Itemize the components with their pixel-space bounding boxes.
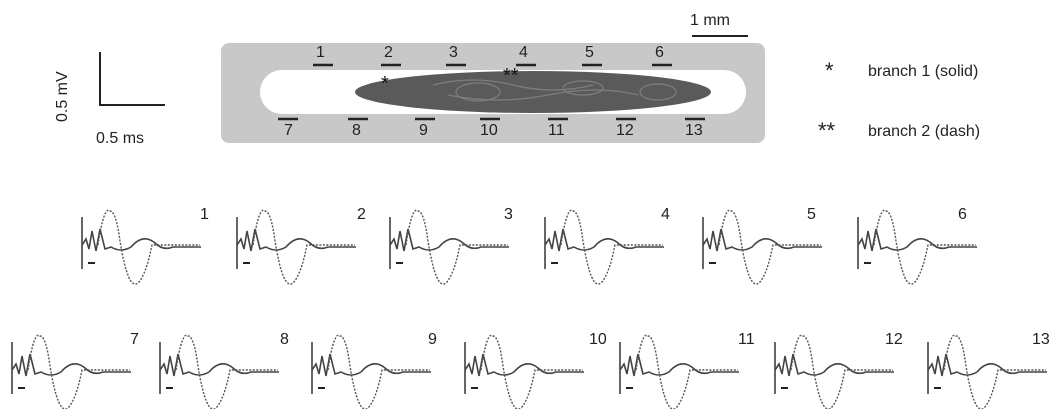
legend-label-branch1: branch 1 (solid) — [868, 63, 979, 80]
electrode-label-11: 11 — [548, 122, 565, 139]
electrode-label-3: 3 — [449, 44, 458, 61]
trace-branch1 — [81, 228, 201, 252]
trace-panel-1: 1 — [81, 206, 209, 285]
electrode-label-2: 2 — [384, 44, 393, 61]
specimen-body — [355, 71, 711, 113]
trace-panel-8: 8 — [159, 331, 289, 409]
trace-branch1 — [774, 353, 894, 377]
branch2-marker: ** — [503, 65, 519, 87]
legend-symbol-branch2: ** — [818, 118, 836, 143]
trace-panel-13: 13 — [927, 331, 1050, 409]
mm-scale-label: 1 mm — [690, 12, 730, 29]
trace-label-2: 2 — [357, 206, 366, 223]
mm-scale-bar — [692, 35, 748, 37]
trace-branch1 — [544, 228, 664, 252]
trace-branch1 — [236, 228, 356, 252]
electrode-label-1: 1 — [316, 44, 325, 61]
trace-panel-11: 11 — [619, 331, 755, 409]
trace-panel-6: 6 — [857, 206, 977, 285]
trace-branch1 — [927, 353, 1047, 377]
trace-branch2 — [97, 209, 200, 285]
trace-panel-10: 10 — [464, 331, 607, 409]
trace-branch1 — [159, 353, 279, 377]
electrode-label-9: 9 — [419, 122, 428, 139]
horizontal-scale-label: 0.5 ms — [96, 130, 145, 147]
trace-label-3: 3 — [504, 206, 513, 223]
branch1-marker: * — [381, 73, 389, 95]
trace-label-9: 9 — [428, 331, 437, 348]
trace-panel-4: 4 — [544, 206, 670, 285]
trace-branch2 — [327, 334, 430, 409]
trace-branch1 — [857, 228, 977, 252]
legend-symbol-branch1: * — [825, 58, 834, 83]
scale-bar — [99, 52, 165, 106]
trace-branch2 — [405, 209, 508, 285]
trace-label-13: 13 — [1032, 331, 1050, 348]
trace-panel-3: 3 — [389, 206, 513, 285]
trace-panel-9: 9 — [311, 331, 437, 409]
electrode-label-12: 12 — [616, 122, 634, 139]
trace-branch2 — [27, 334, 130, 409]
trace-label-1: 1 — [200, 206, 209, 223]
electrode-label-4: 4 — [519, 44, 528, 61]
trace-panel-7: 7 — [11, 331, 139, 409]
trace-branch2 — [560, 209, 663, 285]
trace-branch2 — [480, 334, 583, 409]
trace-branch1 — [702, 228, 822, 252]
trace-label-6: 6 — [958, 206, 967, 223]
trace-branch1 — [311, 353, 431, 377]
trace-label-7: 7 — [130, 331, 139, 348]
trace-branch2 — [718, 209, 821, 285]
electrode-label-8: 8 — [352, 122, 361, 139]
trace-label-10: 10 — [589, 331, 607, 348]
specimen-diagram: * ** — [221, 43, 765, 143]
trace-label-4: 4 — [661, 206, 670, 223]
trace-branch2 — [175, 334, 278, 409]
trace-branch2 — [873, 209, 976, 285]
trace-label-5: 5 — [807, 206, 816, 223]
trace-branch1 — [389, 228, 509, 252]
electrode-label-13: 13 — [685, 122, 703, 139]
electrode-label-5: 5 — [585, 44, 594, 61]
trace-branch2 — [790, 334, 893, 409]
trace-branch2 — [943, 334, 1046, 409]
trace-label-11: 11 — [738, 331, 755, 348]
trace-label-8: 8 — [280, 331, 289, 348]
trace-branch1 — [464, 353, 584, 377]
electrode-label-10: 10 — [480, 122, 498, 139]
electrode-label-7: 7 — [284, 122, 293, 139]
trace-label-12: 12 — [885, 331, 903, 348]
trace-branch2 — [635, 334, 738, 409]
trace-panel-2: 2 — [236, 206, 366, 285]
electrode-label-6: 6 — [655, 44, 664, 61]
trace-branch1 — [619, 353, 739, 377]
trace-panel-12: 12 — [774, 331, 903, 409]
trace-panel-5: 5 — [702, 206, 822, 285]
trace-branch2 — [252, 209, 355, 285]
legend-label-branch2: branch 2 (dash) — [868, 123, 981, 140]
trace-branch1 — [11, 353, 131, 377]
